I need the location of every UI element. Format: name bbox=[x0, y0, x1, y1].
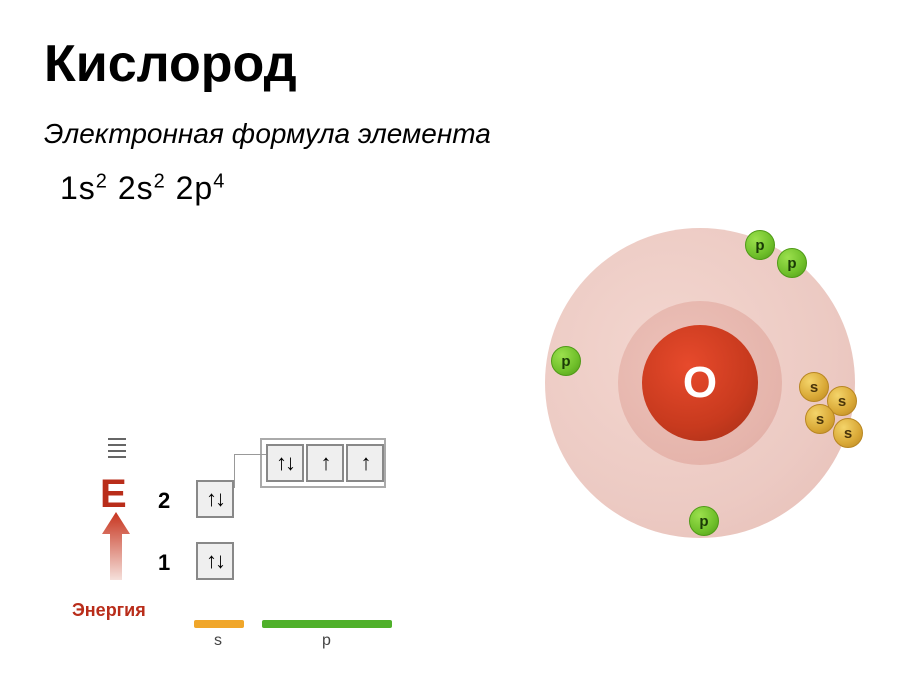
electron-formula: 1s2 2s2 2p4 bbox=[60, 170, 225, 207]
p-electron: p bbox=[777, 248, 807, 278]
connector-line bbox=[234, 454, 266, 488]
s-electron: s bbox=[799, 372, 829, 402]
s-electron: s bbox=[805, 404, 835, 434]
sublevel-label-s: s bbox=[214, 632, 222, 650]
subtitle: Электронная формула элемента bbox=[44, 118, 491, 150]
s-electron: s bbox=[833, 418, 863, 448]
energy-symbol: E bbox=[100, 472, 127, 517]
energy-diagram: E 1↑↓2↑↓↑↓↑↑ Энергия sp bbox=[44, 400, 464, 660]
orbital-box: ↑↓ bbox=[196, 542, 234, 580]
p-orbital-group-border bbox=[260, 438, 386, 488]
nucleus: O bbox=[642, 325, 758, 441]
energy-ticks bbox=[108, 438, 126, 468]
sublevel-bar-p bbox=[262, 620, 392, 628]
nucleus-label: O bbox=[683, 358, 717, 408]
p-electron: p bbox=[689, 506, 719, 536]
sublevel-label-p: p bbox=[322, 632, 331, 650]
level-number: 2 bbox=[158, 488, 170, 514]
energy-label: Энергия bbox=[72, 600, 146, 621]
p-electron: p bbox=[551, 346, 581, 376]
sublevel-bar-s bbox=[194, 620, 244, 628]
atom-model: O ppppssss bbox=[545, 228, 855, 538]
orbital-box: ↑↓ bbox=[196, 480, 234, 518]
p-electron: p bbox=[745, 230, 775, 260]
page-title: Кислород bbox=[44, 34, 297, 94]
energy-arrow-icon bbox=[102, 512, 130, 580]
level-number: 1 bbox=[158, 550, 170, 576]
